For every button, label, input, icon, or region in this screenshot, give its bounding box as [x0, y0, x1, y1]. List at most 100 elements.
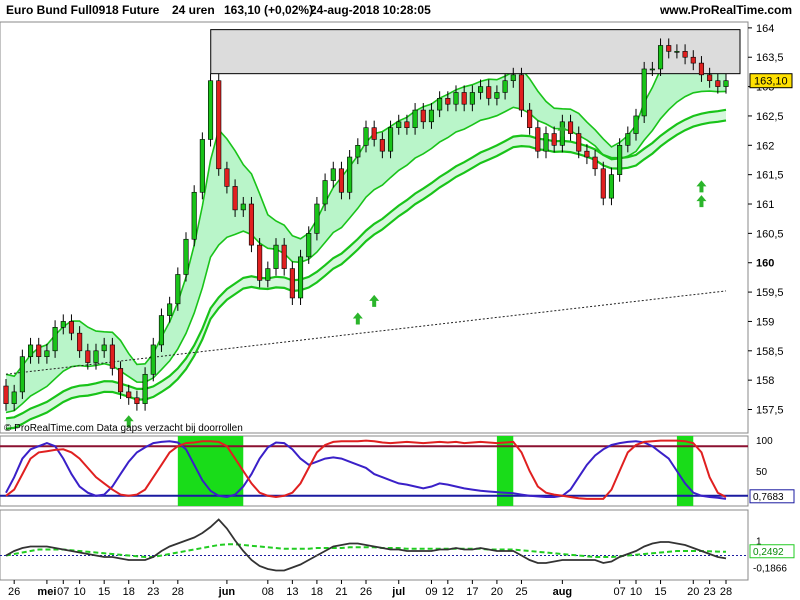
candle-body — [396, 121, 402, 128]
candle — [158, 308, 165, 352]
candle — [306, 226, 312, 264]
candle — [27, 337, 34, 364]
candle-body — [117, 368, 124, 393]
x-tick-label: 17 — [466, 586, 478, 598]
candle — [19, 349, 25, 399]
candle — [707, 67, 713, 88]
candle — [437, 91, 443, 118]
candle-body — [510, 74, 516, 82]
y-tick-label: 158 — [756, 375, 774, 387]
candle — [723, 73, 729, 94]
candle — [502, 73, 508, 100]
candle-body — [281, 244, 287, 269]
candle-body — [486, 86, 492, 99]
stochastic-value-box — [749, 489, 795, 504]
x-tick-label: 15 — [98, 586, 110, 598]
candle — [240, 196, 246, 217]
x-tick-label: 08 — [262, 586, 274, 598]
candle-body — [666, 45, 672, 52]
candle-body — [535, 127, 541, 152]
candle-body — [19, 356, 25, 393]
candle — [117, 361, 124, 399]
candle — [207, 73, 214, 147]
candle — [690, 50, 696, 71]
y-tick-label: 162 — [756, 140, 774, 152]
candle-body — [674, 51, 680, 53]
candle — [527, 103, 533, 135]
candle — [674, 44, 680, 59]
candle-body — [68, 321, 75, 334]
candle — [412, 103, 418, 135]
x-tick-label: 10 — [74, 586, 86, 598]
x-tick-label: jun — [218, 586, 236, 598]
y-tick-label: 162,5 — [756, 111, 784, 123]
candle-body — [248, 203, 255, 246]
candle — [314, 196, 320, 241]
candle — [477, 79, 484, 100]
y-tick-label: 159 — [756, 316, 774, 328]
candle-body — [600, 168, 606, 199]
candle-body — [633, 115, 639, 134]
candle — [167, 296, 173, 323]
candle — [625, 126, 631, 153]
candle — [633, 108, 639, 141]
last-price-label: 163,10 — [754, 76, 788, 88]
candle — [265, 261, 271, 288]
candle-body — [27, 344, 34, 357]
candle — [36, 337, 42, 364]
candle-body — [314, 203, 320, 234]
candle-body — [453, 92, 459, 105]
candle-body — [518, 74, 525, 111]
candle — [371, 120, 377, 147]
candle-body — [224, 168, 230, 187]
candle-body — [338, 168, 345, 193]
x-tick-label: 13 — [286, 586, 298, 598]
y-tick-label: 157,5 — [756, 405, 784, 417]
stochastic-k-line — [5, 439, 727, 500]
candle-body — [428, 109, 435, 123]
candle — [600, 161, 606, 206]
candle — [60, 314, 66, 335]
candle-body — [52, 327, 58, 352]
x-tick-label: 18 — [123, 586, 135, 598]
candle — [453, 85, 459, 112]
x-tick-label: 09 — [425, 586, 437, 598]
candle-body — [150, 344, 156, 375]
candle — [404, 114, 410, 135]
candle-body — [690, 56, 696, 64]
y-tick-label: 164 — [756, 23, 774, 35]
candle — [379, 132, 385, 159]
candle — [232, 179, 238, 217]
stochastic-tick-label: 50 — [756, 467, 768, 478]
candle-body — [330, 168, 336, 181]
candle-body — [3, 385, 9, 404]
candle-body — [134, 397, 140, 404]
candle-body — [109, 344, 115, 369]
candle-body — [576, 133, 582, 152]
candle — [363, 120, 369, 153]
candle — [52, 320, 58, 358]
y-tick-label: 158,5 — [756, 346, 784, 358]
stochastic-tick-label: 100 — [756, 436, 773, 447]
candle — [715, 73, 721, 94]
candle-body — [420, 109, 426, 123]
x-tick-label: mei — [37, 586, 56, 598]
candle — [641, 61, 647, 123]
x-tick-label: 26 — [8, 586, 20, 598]
copyright-note: © ProRealTime.com Data gaps verzacht bij… — [4, 423, 243, 434]
candle — [257, 238, 263, 288]
candle — [649, 61, 655, 77]
candle — [543, 126, 549, 159]
quote-label: 163,10 (+0,02%) — [224, 3, 314, 17]
candle-body — [617, 145, 623, 175]
candle-body — [289, 268, 295, 299]
stochastic-highlight — [177, 436, 244, 506]
chart-header: Euro Bund Full0918 Future 24 uren 163,10… — [0, 0, 800, 20]
candle — [486, 79, 492, 106]
candle — [175, 267, 181, 311]
candle-body — [584, 150, 590, 158]
candle — [289, 261, 295, 306]
candle — [126, 384, 132, 405]
